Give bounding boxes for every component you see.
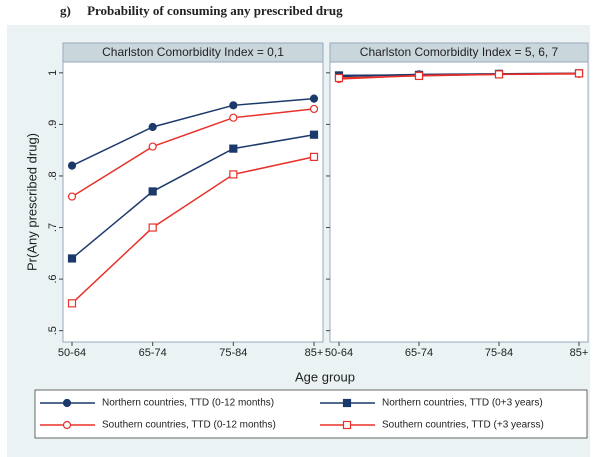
point (67, 299, 77, 308)
y-tick-label: 1 (47, 70, 59, 76)
legend-marker (62, 420, 72, 430)
legend-marker (62, 398, 72, 408)
x-tick-label: 65-74 (139, 347, 167, 359)
legend-label: Southern countries, TTD (0-12 months) (102, 420, 276, 431)
panel-title: Charlston Comorbidity Index = 5, 6, 7 (360, 45, 559, 59)
y-tick-label: .7 (47, 223, 59, 232)
point (148, 142, 157, 151)
point (229, 101, 238, 110)
point (229, 170, 238, 179)
series-line (71, 108, 315, 198)
point (148, 122, 157, 132)
point (309, 104, 319, 114)
x-tick-label: 85+ (305, 347, 324, 359)
series-line (71, 133, 315, 260)
point (67, 192, 77, 201)
series-line (71, 97, 315, 167)
legend-label: Southern countries, TTD (+3 yearss) (382, 420, 544, 431)
y-tick-label: .6 (47, 274, 59, 283)
y-axis-label: Pr(Any prescribed drug) (24, 133, 39, 271)
x-tick-label: 50-64 (58, 347, 86, 359)
legend (34, 389, 588, 439)
point (309, 152, 319, 161)
legend-label: Northern countries, TTD (0+3 years) (382, 398, 543, 409)
x-tick-label: 75-84 (219, 347, 247, 359)
point (67, 161, 77, 170)
y-tick-label: .5 (47, 326, 59, 335)
plot-area (329, 61, 589, 343)
point (309, 94, 319, 103)
x-tick-label: 75-84 (485, 347, 513, 359)
x-axis-label: Age group (295, 369, 355, 384)
plot-area (62, 61, 324, 343)
series-line (338, 72, 580, 79)
chart-title: g) Probability of consuming any prescrib… (60, 3, 343, 18)
point (494, 70, 504, 79)
legend-marker (342, 420, 352, 430)
series-line (71, 156, 315, 304)
point (229, 113, 238, 122)
x-tick-label: 65-74 (405, 347, 433, 359)
point (414, 71, 424, 81)
legend-marker (342, 398, 352, 408)
x-tick-label: 85+ (570, 347, 589, 359)
point (148, 187, 157, 196)
point (309, 130, 319, 139)
point (148, 223, 157, 232)
point (229, 144, 238, 153)
panel-title: Charlston Comorbidity Index = 0,1 (102, 45, 284, 59)
y-tick-label: .9 (47, 120, 59, 129)
point (574, 69, 584, 78)
legend-label: Northern countries, TTD (0-12 months) (102, 398, 274, 409)
point (67, 254, 77, 263)
x-tick-label: 50-64 (325, 347, 353, 359)
point (334, 73, 344, 83)
y-tick-label: .8 (47, 171, 59, 180)
